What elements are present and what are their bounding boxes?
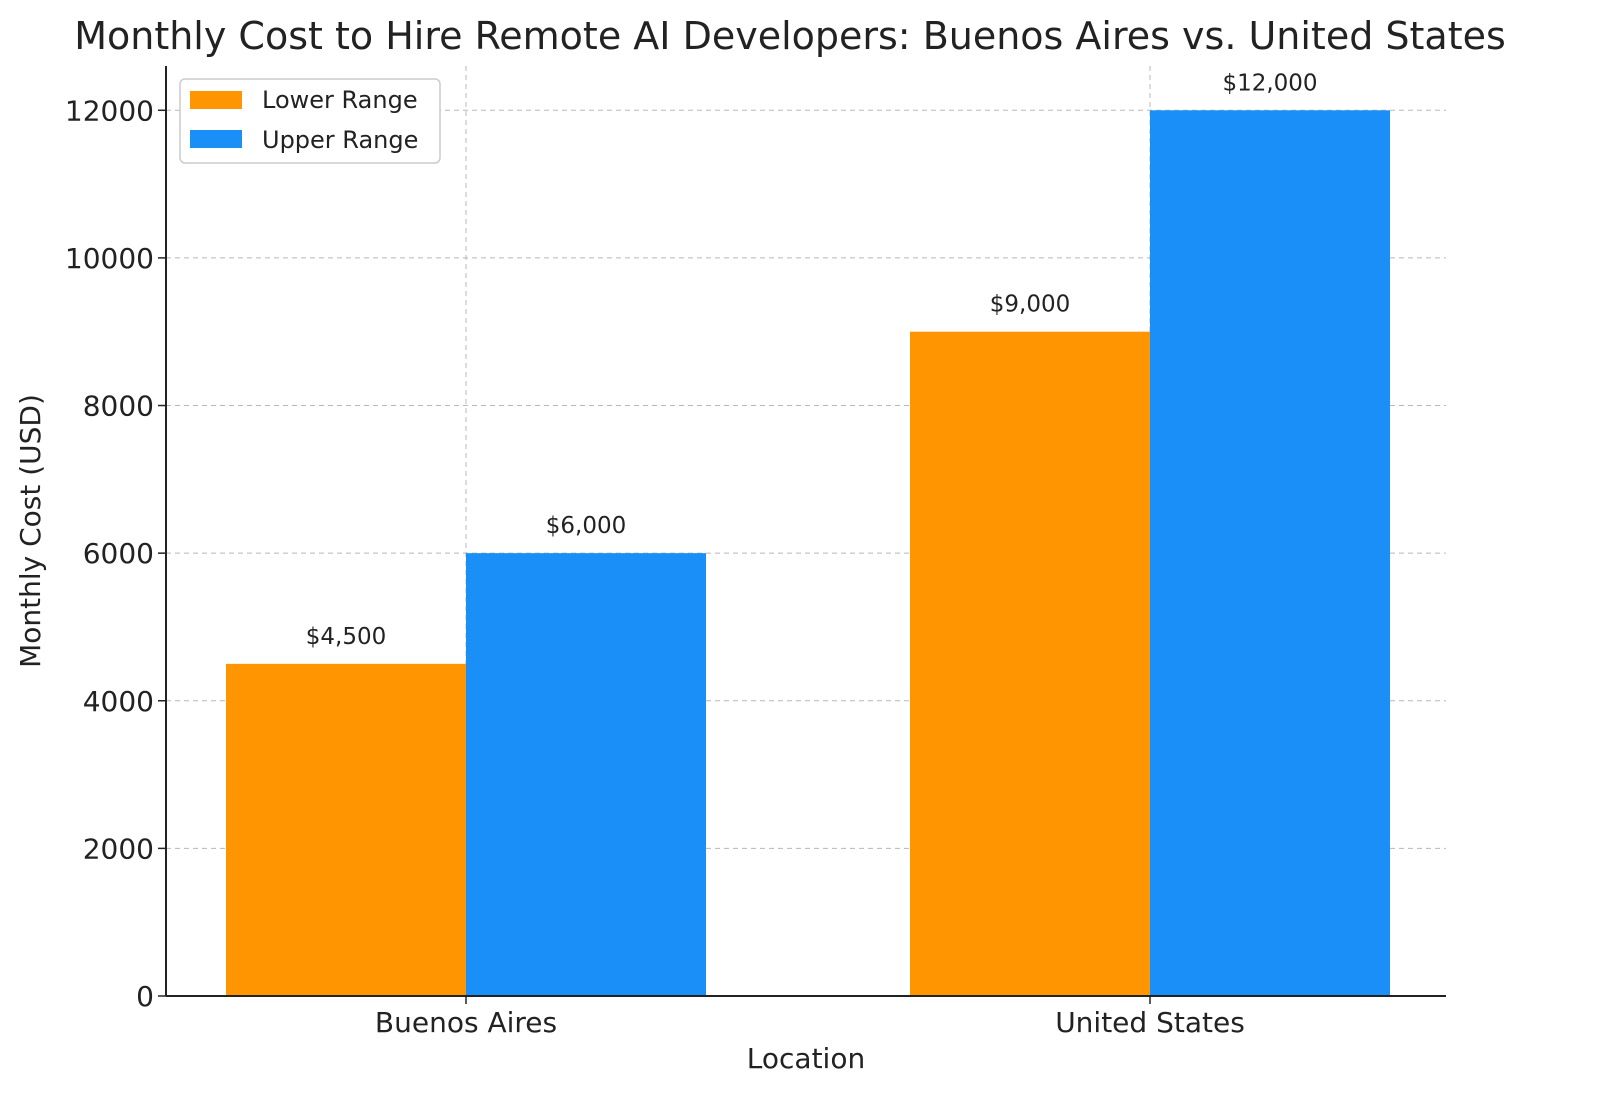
bar-label-lower-range-united-states: $9,000 (990, 292, 1070, 318)
legend-label-lower-range: Lower Range (262, 86, 418, 114)
x-axis-ticks: Buenos Aires United States (375, 996, 1245, 1039)
bar-upper-range-united-states (1150, 110, 1390, 997)
y-tick-label: 2000 (83, 832, 154, 865)
bar-lower-range-united-states (910, 331, 1150, 996)
chart-title: Monthly Cost to Hire Remote AI Developer… (74, 14, 1506, 58)
legend: Lower Range Upper Range (179, 78, 441, 164)
bar-label-upper-range-united-states: $12,000 (1222, 70, 1317, 96)
bar-upper-range-buenos-aires (466, 553, 706, 996)
legend-swatch-upper-range (190, 130, 242, 148)
x-axis-label: Location (747, 1042, 865, 1075)
y-tick-label: 4000 (83, 685, 154, 718)
y-tick-label: 6000 (83, 537, 154, 570)
y-tick-label: 12000 (65, 94, 154, 127)
y-tick-label: 8000 (83, 390, 154, 423)
y-tick-label: 0 (136, 980, 154, 1013)
legend-box (179, 78, 441, 164)
bar-lower-range-buenos-aires (226, 663, 466, 996)
y-axis-ticks: 0 2000 4000 6000 8000 10000 12000 (65, 94, 166, 1013)
bar-label-upper-range-buenos-aires: $6,000 (546, 513, 626, 539)
bar-value-labels: $4,500 $9,000 $6,000 $12,000 (306, 70, 1318, 650)
bars (226, 110, 1390, 997)
y-axis-label: Monthly Cost (USD) (14, 394, 47, 668)
legend-label-upper-range: Upper Range (262, 126, 418, 154)
y-tick-label: 10000 (65, 242, 154, 275)
legend-swatch-lower-range (190, 91, 242, 109)
x-tick-label: United States (1055, 1006, 1245, 1039)
bar-label-lower-range-buenos-aires: $4,500 (306, 624, 386, 650)
x-tick-label: Buenos Aires (375, 1006, 557, 1039)
